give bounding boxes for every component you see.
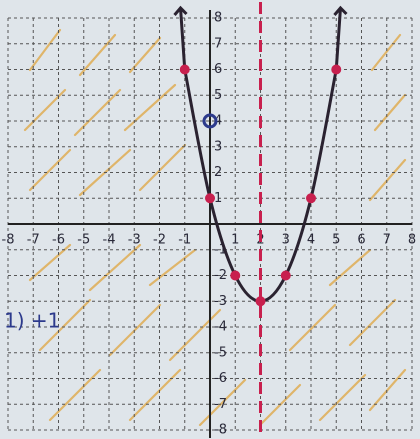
point <box>281 271 291 281</box>
point <box>331 65 341 75</box>
x-tick-label: 6 <box>357 233 365 248</box>
x-tick-label: -8 <box>2 233 15 248</box>
x-tick-label: 4 <box>307 233 315 248</box>
point <box>230 271 240 281</box>
y-tick-label: 3 <box>214 139 222 154</box>
y-tick-label: 2 <box>214 165 222 180</box>
point <box>180 65 190 75</box>
y-tick-label: 1 <box>214 191 222 206</box>
x-tick-label: 8 <box>408 233 416 248</box>
y-tick-label: -3 <box>214 294 227 309</box>
chart: -8-7-6-5-4-3-2-112345678-8-7-6-5-4-3-2-1… <box>0 0 420 439</box>
x-tick-label: 1 <box>231 233 239 248</box>
point <box>306 193 316 203</box>
y-tick-label: 7 <box>214 36 222 51</box>
y-tick-label: 5 <box>214 88 222 103</box>
y-tick-label: -8 <box>214 423 227 438</box>
x-tick-label: -2 <box>153 233 166 248</box>
x-tick-label: 3 <box>282 233 290 248</box>
x-tick-label: 7 <box>383 233 391 248</box>
point <box>256 296 266 306</box>
y-tick-label: -2 <box>214 268 227 283</box>
x-tick-label: 5 <box>332 233 340 248</box>
x-tick-label: -3 <box>128 233 141 248</box>
annotation: 1) +1 <box>4 309 60 333</box>
y-tick-label: -6 <box>214 371 227 386</box>
y-tick-label: 6 <box>214 62 222 77</box>
x-tick-label: -4 <box>103 233 116 248</box>
x-tick-label: -5 <box>77 233 90 248</box>
y-tick-label: -4 <box>214 320 227 335</box>
x-tick-label: -7 <box>27 233 40 248</box>
y-tick-label: -7 <box>214 397 227 412</box>
point <box>205 193 215 203</box>
y-tick-label: 8 <box>214 11 222 26</box>
x-tick-label: -1 <box>178 233 191 248</box>
x-tick-label: -6 <box>52 233 65 248</box>
y-tick-label: -5 <box>214 345 227 360</box>
